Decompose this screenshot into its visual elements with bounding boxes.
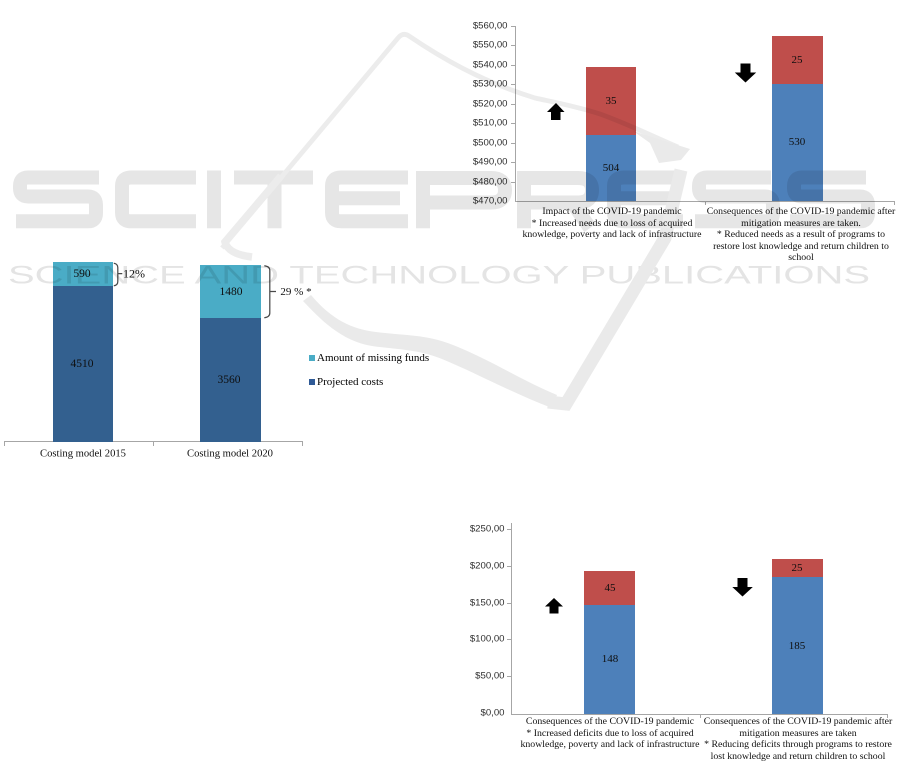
svg-text:SCIENCE AND TECHNOLOGY PUBLICA: SCIENCE AND TECHNOLOGY PUBLICATIONS [8, 262, 870, 290]
